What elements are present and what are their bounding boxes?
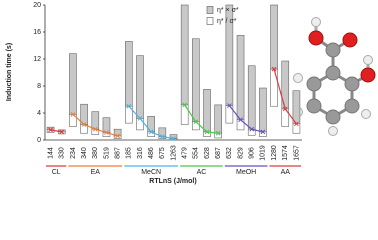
lower-range-bar	[192, 121, 200, 131]
x-tick-label: 330	[59, 147, 66, 159]
x-tick-label: 1657	[293, 145, 300, 161]
x-tick-label: 829	[237, 147, 244, 159]
x-tick-label: 340	[81, 147, 88, 159]
x-tick-label: 628	[204, 147, 211, 159]
x-tick-label: 144	[47, 147, 54, 159]
measured-line	[50, 129, 62, 133]
y-axis-title: Induction time (s)	[6, 43, 13, 101]
x-tick-label: 234	[70, 147, 77, 159]
measured-marker	[249, 126, 255, 132]
lower-range-bar	[259, 131, 267, 137]
lower-range-bar	[270, 68, 278, 107]
legend-swatch	[206, 17, 214, 25]
measured-marker	[126, 103, 132, 109]
chart: Induction time (s) RTLnS (J/mol) 0 4 8 12 16…	[6, 2, 376, 185]
molecule	[293, 17, 376, 136]
x-tick-label: 632	[226, 147, 233, 159]
measured-marker	[115, 133, 120, 139]
group-label: MeCN	[141, 169, 161, 176]
y-tick-label: 4	[37, 110, 41, 117]
y-tick-label: 20	[33, 2, 41, 9]
upper-range-bar	[136, 55, 144, 119]
group-label: AC	[197, 169, 207, 176]
upper-range-bar	[214, 104, 222, 134]
x-tick-label: 887	[114, 147, 121, 159]
upper-range-bar	[236, 35, 245, 121]
x-tick-label: 1019	[260, 145, 267, 161]
measured-line	[228, 105, 264, 133]
lower-range-bar	[292, 123, 301, 134]
measured-marker	[148, 129, 154, 135]
measured-line	[184, 104, 219, 134]
upper-range-bar	[102, 117, 111, 133]
x-axis-title: RTLnS (J/mol)	[149, 178, 196, 185]
legend-swatch	[206, 6, 214, 14]
lower-range-bar	[214, 132, 222, 139]
measured-marker	[81, 122, 87, 127]
lower-range-bar	[136, 118, 144, 131]
upper-range-bar	[270, 4, 278, 70]
measured-marker	[227, 103, 232, 108]
legend-label: η* × σ*	[217, 7, 239, 14]
y-tick-label: 16	[33, 29, 41, 36]
measured-marker	[171, 136, 176, 142]
group-label: MeOH	[236, 169, 256, 176]
measured-marker	[215, 130, 221, 136]
measured-marker	[204, 129, 210, 135]
group-label: EA	[91, 169, 101, 176]
x-tick-label: 479	[182, 147, 189, 159]
y-tick-label: 12	[33, 56, 41, 63]
x-tick-label: 687	[215, 147, 222, 159]
measured-marker	[159, 134, 165, 139]
measured-marker	[260, 129, 266, 135]
x-tick-label: 554	[193, 147, 200, 159]
group-label: CL	[52, 169, 61, 176]
y-tick-label: 0	[37, 137, 41, 144]
upper-range-bar	[247, 65, 256, 130]
measured-marker	[193, 119, 199, 125]
y-tick-label: 8	[37, 83, 41, 90]
x-tick-label: 1263	[170, 145, 177, 161]
measured-marker	[59, 129, 65, 135]
x-tick-label: 675	[159, 147, 166, 159]
measured-marker	[182, 102, 188, 108]
upper-range-bar	[259, 87, 267, 133]
upper-range-bar	[203, 89, 211, 133]
x-tick-label: 185	[126, 147, 133, 159]
legend-label: η* / σ*	[217, 18, 237, 25]
measured-marker	[104, 130, 109, 135]
x-tick-label: 380	[92, 147, 99, 159]
measured-marker	[271, 66, 277, 72]
x-tick-label: 519	[103, 147, 110, 159]
measured-marker	[137, 116, 143, 121]
x-tick-label: 1280	[271, 145, 278, 161]
upper-range-bar	[91, 111, 100, 130]
upper-range-bar	[69, 53, 77, 115]
group-label: AA	[281, 169, 291, 176]
measured-marker	[48, 127, 53, 133]
measured-marker	[92, 126, 98, 132]
upper-range-bar	[192, 38, 200, 123]
x-tick-label: 906	[249, 147, 256, 159]
upper-range-bar	[292, 90, 301, 125]
measured-marker	[294, 121, 299, 127]
x-tick-label: 486	[148, 147, 155, 159]
x-tick-label: 316	[137, 147, 144, 159]
measured-marker	[70, 111, 76, 117]
measured-marker	[282, 106, 288, 112]
measured-marker	[238, 117, 243, 123]
upper-range-bar	[180, 4, 189, 106]
upper-range-bar	[80, 103, 88, 125]
x-tick-label: 1574	[282, 145, 289, 161]
upper-range-bar	[125, 41, 133, 107]
